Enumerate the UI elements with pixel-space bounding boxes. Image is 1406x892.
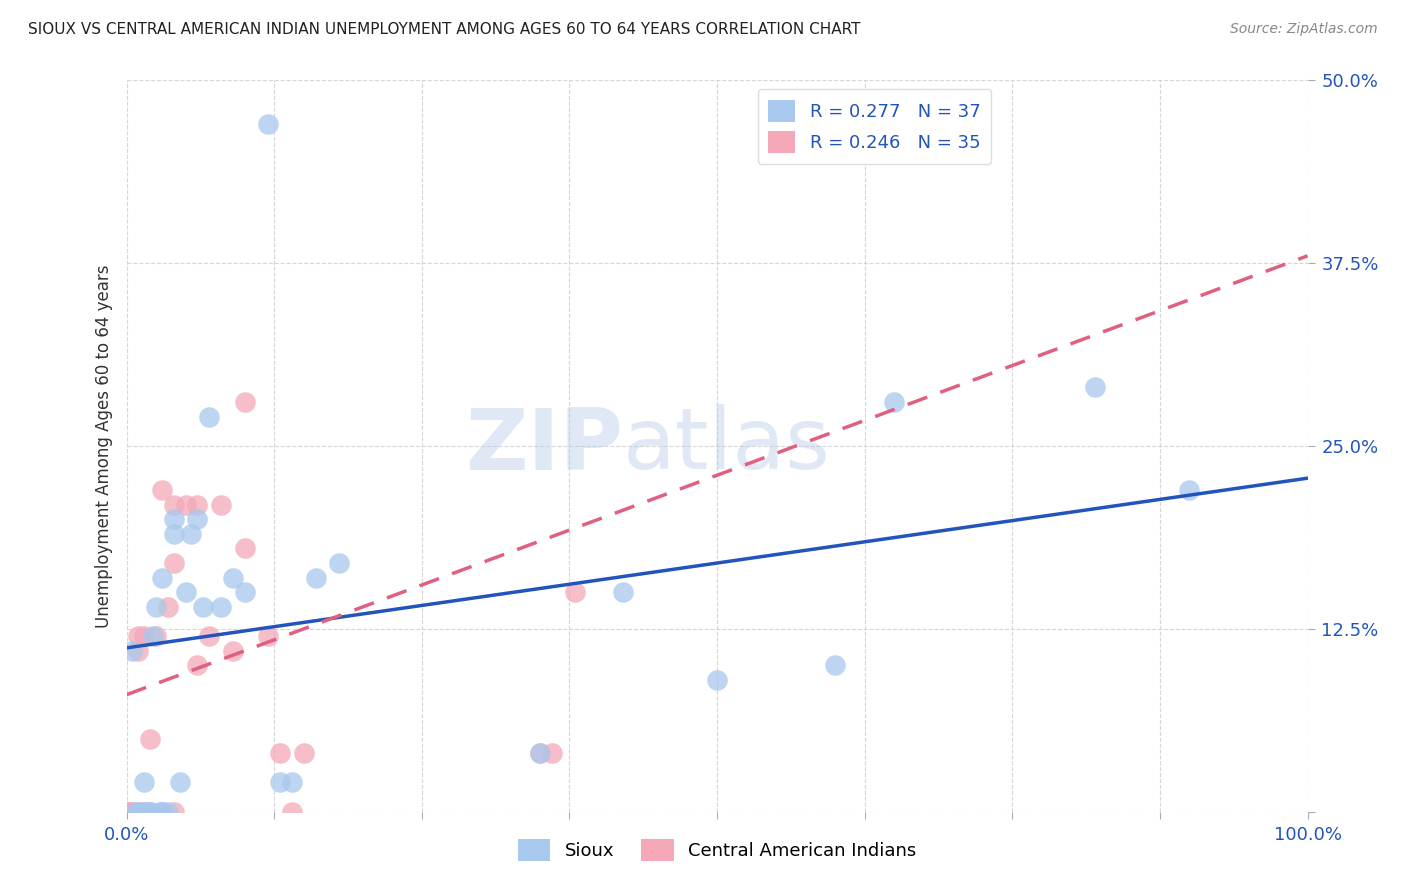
Point bbox=[150, 805, 173, 819]
Point bbox=[269, 775, 291, 789]
Point bbox=[174, 585, 197, 599]
Point bbox=[529, 746, 551, 760]
Point bbox=[163, 526, 186, 541]
Point bbox=[127, 629, 149, 643]
Point bbox=[150, 571, 173, 585]
Point bbox=[222, 571, 245, 585]
Point bbox=[145, 599, 167, 614]
Point bbox=[281, 775, 304, 789]
Point bbox=[198, 629, 221, 643]
Point bbox=[139, 805, 162, 819]
Point bbox=[156, 805, 179, 819]
Point bbox=[186, 498, 208, 512]
Point bbox=[824, 658, 846, 673]
Point bbox=[163, 805, 186, 819]
Point bbox=[186, 512, 208, 526]
Point bbox=[612, 585, 634, 599]
Point bbox=[163, 556, 186, 570]
Point bbox=[115, 805, 138, 819]
Point bbox=[540, 746, 562, 760]
Point bbox=[304, 571, 326, 585]
Point bbox=[139, 805, 162, 819]
Point bbox=[139, 731, 162, 746]
Point bbox=[134, 629, 156, 643]
Y-axis label: Unemployment Among Ages 60 to 64 years: Unemployment Among Ages 60 to 64 years bbox=[94, 264, 112, 628]
Point bbox=[163, 498, 186, 512]
Point bbox=[257, 629, 280, 643]
Point bbox=[174, 498, 197, 512]
Point bbox=[564, 585, 586, 599]
Point bbox=[121, 644, 143, 658]
Point bbox=[169, 775, 191, 789]
Point bbox=[292, 746, 315, 760]
Point bbox=[209, 498, 232, 512]
Point bbox=[127, 805, 149, 819]
Point bbox=[163, 512, 186, 526]
Point bbox=[149, 805, 172, 819]
Point bbox=[257, 117, 280, 131]
Point bbox=[121, 805, 143, 819]
Point bbox=[121, 805, 143, 819]
Point bbox=[281, 805, 304, 819]
Text: ZIP: ZIP bbox=[465, 404, 623, 488]
Point bbox=[141, 629, 163, 643]
Point bbox=[233, 585, 256, 599]
Point bbox=[115, 805, 138, 819]
Point bbox=[115, 805, 138, 819]
Point bbox=[180, 526, 202, 541]
Point bbox=[134, 805, 156, 819]
Point bbox=[233, 395, 256, 409]
Point bbox=[883, 395, 905, 409]
Point bbox=[269, 746, 291, 760]
Point bbox=[145, 629, 167, 643]
Point bbox=[328, 556, 350, 570]
Text: atlas: atlas bbox=[623, 404, 831, 488]
Point bbox=[1178, 483, 1201, 497]
Text: Source: ZipAtlas.com: Source: ZipAtlas.com bbox=[1230, 22, 1378, 37]
Point bbox=[156, 599, 179, 614]
Point bbox=[134, 805, 156, 819]
Point bbox=[529, 746, 551, 760]
Point bbox=[233, 541, 256, 556]
Legend: R = 0.277   N = 37, R = 0.246   N = 35: R = 0.277 N = 37, R = 0.246 N = 35 bbox=[758, 89, 991, 164]
Point bbox=[1084, 380, 1107, 394]
Point bbox=[193, 599, 215, 614]
Point bbox=[125, 805, 148, 819]
Point bbox=[209, 599, 232, 614]
Point bbox=[706, 673, 728, 687]
Text: SIOUX VS CENTRAL AMERICAN INDIAN UNEMPLOYMENT AMONG AGES 60 TO 64 YEARS CORRELAT: SIOUX VS CENTRAL AMERICAN INDIAN UNEMPLO… bbox=[28, 22, 860, 37]
Point bbox=[139, 805, 162, 819]
Point bbox=[150, 483, 173, 497]
Point bbox=[127, 644, 149, 658]
Point bbox=[186, 658, 208, 673]
Point bbox=[150, 805, 173, 819]
Point bbox=[115, 805, 138, 819]
Point bbox=[127, 805, 149, 819]
Point bbox=[134, 805, 156, 819]
Point bbox=[222, 644, 245, 658]
Point bbox=[134, 775, 156, 789]
Point bbox=[198, 409, 221, 424]
